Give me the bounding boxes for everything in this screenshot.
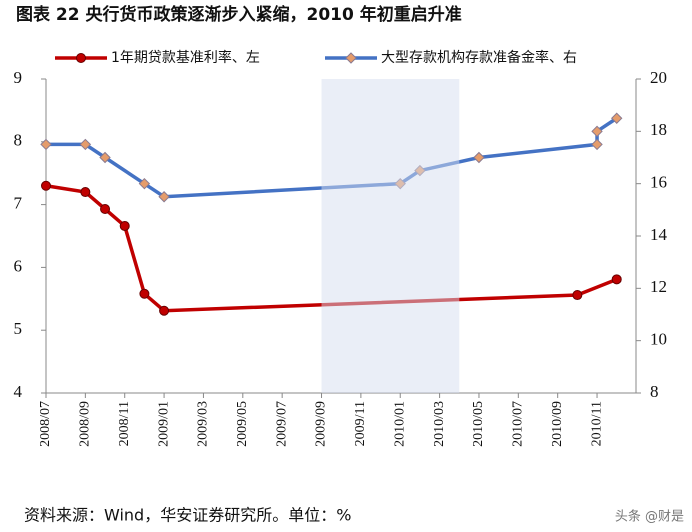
y2-tick-label: 10: [650, 330, 667, 349]
point: [41, 180, 51, 191]
y2-tick-label: 14: [650, 225, 668, 244]
x-tick-label: 2008/11: [117, 401, 132, 446]
point: [611, 274, 622, 285]
x-tick-label: 2010/07: [511, 401, 526, 447]
point: [158, 191, 170, 203]
point: [99, 151, 111, 164]
point: [591, 125, 603, 138]
point: [572, 290, 583, 301]
point: [139, 288, 150, 299]
x-tick-label: 2009/11: [353, 401, 368, 446]
point: [79, 138, 92, 151]
x-tick-label: 2010/03: [432, 401, 447, 447]
x-tick-label: 2010/11: [589, 401, 604, 446]
x-tick-label: 2009/03: [196, 401, 211, 447]
source-note: 资料来源：Wind，华安证券研究所。单位：%: [24, 506, 351, 525]
legend-label: 大型存款机构存款准备金率、右: [381, 49, 577, 66]
legend-marker: [76, 53, 86, 63]
x-tick-label: 2010/09: [550, 401, 565, 447]
y-tick-label: 8: [14, 131, 23, 150]
point: [40, 138, 52, 151]
y2-tick-label: 8: [650, 382, 659, 401]
y2-tick-label: 18: [650, 120, 667, 139]
x-tick-label: 2008/09: [78, 401, 93, 447]
point: [159, 305, 170, 316]
x-tick-label: 2009/05: [235, 401, 250, 447]
legend-marker: [345, 52, 357, 64]
y-tick-label: 5: [14, 319, 23, 338]
x-tick-label: 2010/01: [392, 401, 407, 447]
x-tick-label: 2009/07: [274, 401, 289, 447]
point: [611, 112, 623, 124]
y-tick-label: 6: [14, 256, 23, 275]
shaded-period: [321, 79, 460, 393]
x-tick-label: 2009/09: [314, 401, 329, 447]
watermark: 头条 @财是: [615, 509, 684, 525]
y-tick-label: 7: [14, 194, 23, 213]
y-tick-label: 4: [14, 382, 23, 401]
chart-title: 图表 22 央行货币政策逐渐步入紧缩，2010 年初重启升准: [16, 4, 462, 25]
y-tick-label: 9: [14, 68, 23, 87]
x-tick-label: 2010/05: [471, 401, 486, 447]
x-tick-label: 2008/07: [38, 401, 53, 447]
x-tick-label: 2009/01: [156, 401, 171, 447]
point: [473, 151, 485, 164]
y2-tick-label: 16: [650, 173, 667, 192]
point: [119, 220, 130, 231]
y2-tick-label: 20: [650, 68, 667, 87]
point: [591, 138, 603, 151]
y2-tick-label: 12: [650, 277, 667, 296]
point: [138, 177, 151, 190]
point: [100, 203, 111, 214]
legend-label: 1年期贷款基准利率、左: [111, 49, 260, 66]
point: [80, 187, 91, 198]
